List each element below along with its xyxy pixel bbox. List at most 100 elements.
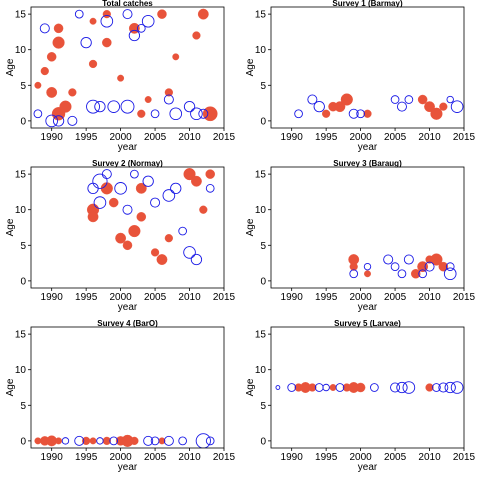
positive-residual-bubble <box>205 184 215 193</box>
positive-residual-bubble <box>107 100 121 113</box>
y-tick-label: 15 <box>255 330 267 341</box>
x-axis-label: year <box>358 142 378 153</box>
y-tick-label: 15 <box>15 10 27 21</box>
y-tick-label: 5 <box>20 241 26 252</box>
x-axis-label: year <box>358 302 378 313</box>
panel-1: 1990 1995 2000 2005 2010 2015 0 5 10 15 Total catc… <box>5 0 236 153</box>
positive-residual-bubble <box>390 262 400 272</box>
negative-residual-bubble <box>117 74 125 82</box>
negative-residual-bubble <box>164 88 173 97</box>
y-axis-label: Age <box>5 218 16 236</box>
x-axis-label: year <box>118 302 138 313</box>
positive-residual-bubble <box>128 29 141 42</box>
negative-residual-bubble <box>128 225 141 238</box>
negative-residual-bubble <box>136 212 147 222</box>
negative-residual-bubble <box>340 93 353 106</box>
x-tick-label: 2000 <box>109 452 132 463</box>
y-tick-label: 5 <box>260 241 266 252</box>
y-tick-label: 10 <box>15 205 27 216</box>
y-tick-label: 10 <box>255 205 267 216</box>
negative-residual-bubble <box>135 182 147 194</box>
bubble-layer <box>294 93 464 120</box>
positive-residual-bubble <box>150 436 160 446</box>
y-tick-label: 0 <box>20 276 26 287</box>
bubble-layer <box>33 8 218 128</box>
negative-residual-bubble <box>192 31 201 40</box>
negative-residual-bubble <box>55 437 63 445</box>
bubble-layer <box>275 381 464 394</box>
negative-residual-bubble <box>197 8 209 20</box>
x-tick-label: 2015 <box>453 452 476 463</box>
y-axis-label: Age <box>5 58 16 76</box>
positive-residual-bubble <box>307 94 318 105</box>
positive-residual-bubble <box>446 95 454 104</box>
y-tick-label: 15 <box>15 170 27 181</box>
x-tick-label: 2000 <box>349 292 372 303</box>
positive-residual-bubble <box>86 99 100 114</box>
negative-residual-bubble <box>329 384 337 391</box>
negative-residual-bubble <box>439 102 448 111</box>
positive-residual-bubble <box>74 9 84 19</box>
x-tick-label: 1990 <box>281 452 304 463</box>
positive-residual-bubble <box>356 109 365 119</box>
x-tick-label: 2010 <box>178 292 201 303</box>
positive-residual-bubble <box>67 115 78 126</box>
positive-residual-bubble <box>142 175 154 187</box>
y-axis-label: Age <box>245 378 256 396</box>
positive-residual-bubble <box>120 99 135 114</box>
y-tick-label: 15 <box>15 330 27 341</box>
x-tick-label: 2000 <box>349 452 372 463</box>
positive-residual-bubble <box>183 246 196 259</box>
negative-residual-bubble <box>355 382 366 393</box>
positive-residual-bubble <box>169 107 183 121</box>
x-tick-label: 2015 <box>213 452 236 463</box>
positive-residual-bubble <box>39 23 50 34</box>
positive-residual-bubble <box>93 196 107 209</box>
y-tick-label: 10 <box>15 365 27 376</box>
panel-5: 1990 1995 2000 2005 2010 2015 0 5 10 15 Survey 4 (… <box>5 319 236 473</box>
bubble-layer <box>86 168 215 266</box>
y-tick-label: 10 <box>255 45 267 56</box>
negative-residual-bubble <box>417 94 428 105</box>
positive-residual-bubble <box>450 100 464 113</box>
positive-residual-bubble <box>122 204 133 215</box>
negative-residual-bubble <box>172 53 180 61</box>
positive-residual-bubble <box>383 254 394 265</box>
panel-title: Survey 5 (Larvae) <box>334 319 401 328</box>
x-tick-label: 2010 <box>418 452 441 463</box>
negative-residual-bubble <box>102 10 111 19</box>
x-tick-label: 2000 <box>109 132 132 143</box>
positive-residual-bubble <box>402 381 416 394</box>
negative-residual-bubble <box>202 106 218 122</box>
x-tick-label: 2005 <box>144 292 167 303</box>
negative-residual-bubble <box>157 9 167 19</box>
negative-residual-bubble <box>59 100 72 113</box>
panel-title: Survey 4 (BarO) <box>97 319 158 328</box>
y-axis-label: Age <box>245 218 256 236</box>
positive-residual-bubble <box>96 437 104 445</box>
negative-residual-bubble <box>363 109 372 118</box>
positive-residual-bubble <box>363 262 372 271</box>
bubble-layer <box>34 433 215 448</box>
positive-residual-bubble <box>432 383 441 392</box>
panel-4: 1990 1995 2000 2005 2010 2015 0 5 10 15 Survey 3 (… <box>245 159 476 313</box>
x-tick-label: 1995 <box>315 132 338 143</box>
positive-residual-bubble <box>94 101 106 113</box>
panel-title: Survey 1 (Barmay) <box>332 0 403 8</box>
positive-residual-bubble <box>33 109 43 119</box>
negative-residual-bubble <box>89 17 97 25</box>
plot-frame <box>30 326 225 449</box>
plot-frame <box>30 6 225 129</box>
x-tick-label: 2015 <box>453 132 476 143</box>
y-axis-label: Age <box>5 378 16 396</box>
positive-residual-bubble <box>150 109 160 119</box>
negative-residual-bubble <box>88 59 98 69</box>
negative-residual-bubble <box>430 107 443 120</box>
y-tick-label: 5 <box>20 81 26 92</box>
y-tick-label: 0 <box>260 116 266 127</box>
plot-frame <box>270 326 465 449</box>
x-tick-label: 2010 <box>178 452 201 463</box>
x-tick-label: 2015 <box>213 292 236 303</box>
y-tick-label: 10 <box>255 365 267 376</box>
